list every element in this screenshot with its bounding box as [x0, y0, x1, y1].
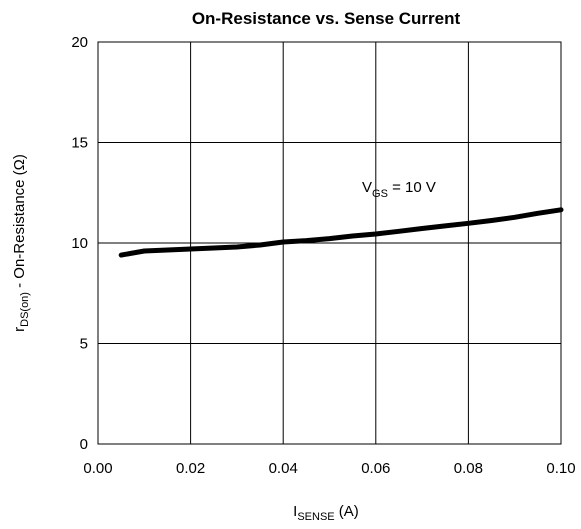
x-axis-label-main: I — [293, 503, 297, 520]
annotation-main: V — [362, 179, 372, 196]
y-tick-label: 5 — [80, 336, 88, 353]
chart-title: On-Resistance vs. Sense Current — [192, 9, 461, 28]
x-tick-label: 0.10 — [546, 460, 575, 477]
x-tick-label: 0.04 — [269, 460, 298, 477]
series-line — [118, 207, 564, 258]
plot-frame — [97, 41, 562, 445]
x-tick-labels: 0.00 0.02 0.04 0.06 0.08 0.10 — [83, 460, 575, 477]
annotation-tail: = 10 V — [388, 179, 436, 196]
y-axis-label: rDS(on) - On-Resistance (Ω) — [11, 154, 31, 332]
x-axis-label-sub: SENSE — [297, 511, 334, 523]
x-tick-label: 0.08 — [454, 460, 483, 477]
y-tick-labels: 0 5 10 15 20 — [71, 34, 88, 453]
x-tick-label: 0.00 — [83, 460, 112, 477]
y-axis-label-sub: DS(on) — [19, 292, 31, 327]
y-axis-label-tail: - On-Resistance (Ω) — [11, 154, 28, 292]
y-tick-label: 0 — [80, 436, 88, 453]
x-axis-label-tail: (A) — [335, 503, 359, 520]
y-tick-label: 15 — [71, 135, 88, 152]
y-tick-label: 10 — [71, 235, 88, 252]
annotation-vgs: VGS = 10 V — [362, 179, 436, 200]
x-axis-label: ISENSE (A) — [293, 503, 359, 523]
y-axis-label-main: r — [11, 327, 28, 332]
y-tick-label: 20 — [71, 34, 88, 51]
grid-lines — [97, 41, 562, 445]
x-tick-label: 0.06 — [361, 460, 390, 477]
x-tick-label: 0.02 — [176, 460, 205, 477]
annotation-sub: GS — [372, 188, 388, 200]
